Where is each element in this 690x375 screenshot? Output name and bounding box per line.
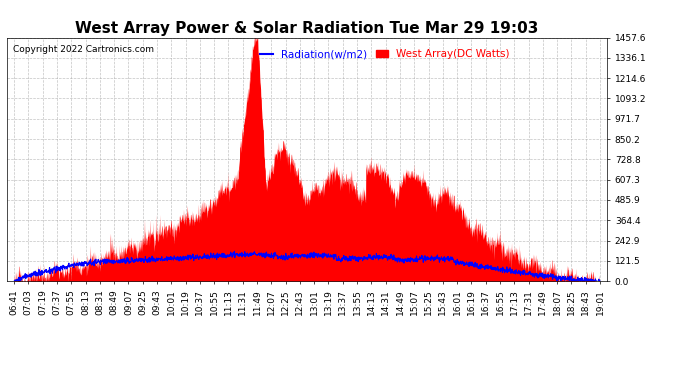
Title: West Array Power & Solar Radiation Tue Mar 29 19:03: West Array Power & Solar Radiation Tue M… — [75, 21, 539, 36]
Text: Copyright 2022 Cartronics.com: Copyright 2022 Cartronics.com — [13, 45, 154, 54]
Legend: Radiation(w/m2), West Array(DC Watts): Radiation(w/m2), West Array(DC Watts) — [256, 45, 514, 63]
